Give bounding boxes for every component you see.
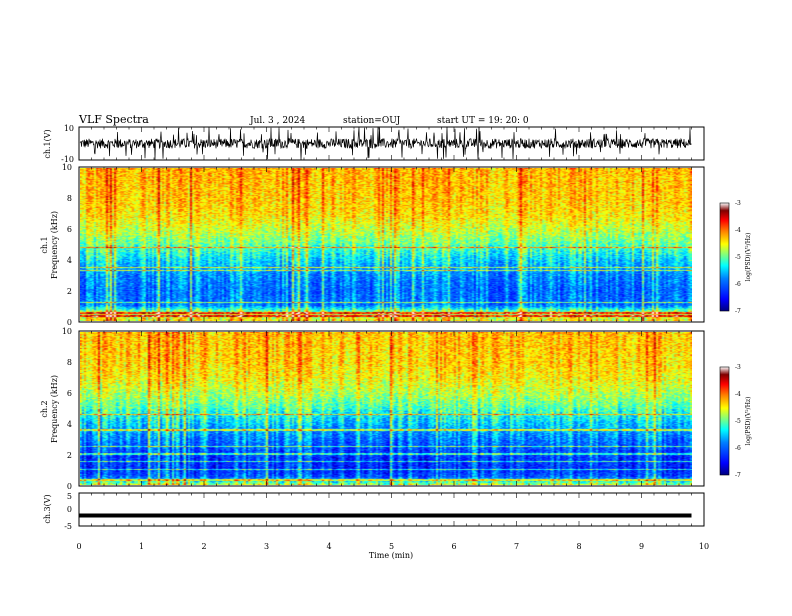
ch1-spec-ylabel-channel: ch.1 — [40, 236, 49, 253]
ch2-spec-ytick-2: 2 — [67, 451, 72, 460]
x-tick-label-9: 9 — [639, 542, 644, 551]
colorbar-ch1-gradient — [719, 202, 730, 312]
ch3-ytick-mid: 0 — [67, 505, 72, 514]
colorbar-ch1-label: log(PSD)(V²/Hz) — [745, 233, 752, 282]
x-tick-label-8: 8 — [576, 542, 581, 551]
x-tick-label-3: 3 — [264, 542, 269, 551]
ch1-spec-yticks: 10 8 6 4 2 0 — [62, 163, 72, 327]
ch1-spec-ytick-10: 10 — [62, 163, 72, 172]
ch1-spec-ytick-0: 0 — [67, 318, 72, 327]
cb2-tick-m7: -7 — [735, 472, 741, 479]
ch2-spec-ytick-0: 0 — [67, 482, 72, 491]
x-axis-tick-labels: 0 1 2 3 4 5 6 7 8 9 10 — [76, 542, 709, 551]
figure-title: VLF Spectra — [78, 113, 149, 126]
x-tick-label-4: 4 — [326, 542, 331, 551]
x-tick-label-0: 0 — [76, 542, 81, 551]
cb1-tick-m3: -3 — [735, 200, 741, 207]
x-axis-label: Time (min) — [369, 551, 413, 560]
x-tick-label-10: 10 — [699, 542, 709, 551]
cb1-tick-m6: -6 — [735, 281, 741, 288]
cb1-tick-m5: -5 — [735, 254, 741, 261]
date-label: Jul. 3 , 2024 — [249, 116, 305, 126]
ch1-spec-ytick-8: 8 — [67, 194, 72, 203]
cb1-tick-m7: -7 — [735, 308, 741, 315]
ch2-spec-ytick-4: 4 — [67, 420, 72, 429]
ch1-waveform-line — [79, 126, 692, 160]
ch1-waveform-ylabel: ch.1(V) — [43, 129, 52, 158]
cb2-tick-m4: -4 — [735, 391, 741, 398]
ch1-spec-ytick-6: 6 — [67, 225, 72, 234]
colorbar-ch2-gradient — [719, 366, 730, 476]
ch1-ytick-bottom: -10 — [61, 155, 74, 164]
cb2-tick-m6: -6 — [735, 445, 741, 452]
colorbar-ch2-label: log(PSD)(V²/Hz) — [745, 397, 752, 446]
ch3-ytick-bottom: -5 — [64, 522, 72, 531]
ch2-spec-yticks: 10 8 6 4 2 0 — [62, 327, 72, 491]
ch3-ytick-top: 5 — [67, 492, 72, 501]
x-tick-label-6: 6 — [451, 542, 456, 551]
ch1-spec-ylabel-frequency: Frequency (kHz) — [50, 211, 59, 279]
station-label: station=OUJ — [343, 116, 401, 126]
ch3-waveform-panel: 5 0 -5 ch.3(V) — [43, 492, 705, 531]
ch2-spectrogram-panel: 10 8 6 4 2 0 ch.2 Frequency (kHz) — [40, 327, 705, 491]
ch3-waveform-ylabel: ch.3(V) — [43, 494, 52, 523]
cb2-tick-m3: -3 — [735, 364, 741, 371]
start-ut-label: start UT = 19: 20: 0 — [437, 116, 529, 126]
ch2-spec-ytick-8: 8 — [67, 358, 72, 367]
x-tick-label-2: 2 — [201, 542, 206, 551]
ch1-spectrogram-image — [80, 168, 692, 321]
ch1-waveform-panel: 10 -10 ch.1(V) — [43, 124, 705, 164]
colorbar-ch1: -3 -4 -5 -6 -7 log(PSD)(V²/Hz) — [719, 200, 752, 315]
ch2-spec-ylabel-channel: ch.2 — [40, 400, 49, 417]
colorbar-ch2: -3 -4 -5 -6 -7 log(PSD)(V²/Hz) — [719, 364, 752, 479]
ch1-spec-ytick-2: 2 — [67, 287, 72, 296]
x-tick-label-7: 7 — [514, 542, 519, 551]
ch3-waveform-frame — [78, 492, 705, 527]
x-tick-label-5: 5 — [389, 542, 394, 551]
ch1-ytick-top: 10 — [64, 124, 74, 133]
ch1-spec-ytick-4: 4 — [67, 256, 72, 265]
cb1-tick-m4: -4 — [735, 227, 741, 234]
ch2-spectrogram-image — [80, 332, 692, 485]
ch1-spectrogram-panel: 10 8 6 4 2 0 ch.1 Frequency (kHz) — [40, 163, 705, 327]
ch2-spec-ytick-6: 6 — [67, 389, 72, 398]
ch2-spec-ytick-10: 10 — [62, 327, 72, 336]
cb2-tick-m5: -5 — [735, 418, 741, 425]
ch2-spec-ylabel-frequency: Frequency (kHz) — [50, 375, 59, 443]
x-tick-label-1: 1 — [139, 542, 144, 551]
x-axis-ticks — [78, 127, 705, 526]
